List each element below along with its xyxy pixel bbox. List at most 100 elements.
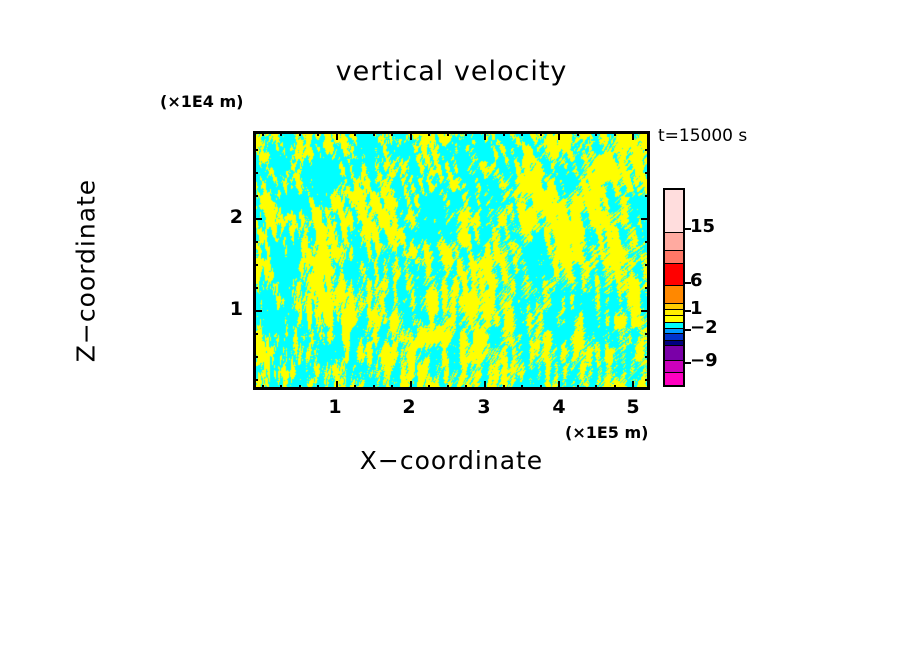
- x-axis-tick-label: 1: [328, 396, 342, 418]
- x-tick-mark: [410, 381, 412, 390]
- x-tick-mark: [336, 131, 338, 140]
- colorbar-separator: [665, 328, 683, 330]
- y-tick-mark: [645, 195, 650, 197]
- colorbar-band-15-up: [665, 190, 683, 234]
- y-axis-tick-label: 2: [229, 206, 243, 228]
- y-axis-title: Z−coordinate: [71, 178, 101, 363]
- colorbar-band-m2-m15: [665, 334, 683, 341]
- colorbar-tick-label: 1: [690, 298, 703, 319]
- x-tick-mark: [410, 131, 412, 140]
- colorbar-band-6-9: [665, 264, 683, 287]
- x-tick-mark: [354, 385, 356, 390]
- page-title: vertical velocity: [335, 56, 568, 87]
- x-tick-mark: [632, 131, 634, 140]
- colorbar-band-1-2: [665, 309, 683, 317]
- colorbar-tick-label: −2: [690, 317, 718, 338]
- colorbar-band-m15-m1: [665, 329, 683, 335]
- colorbar-separator: [665, 344, 683, 346]
- x-tick-mark: [373, 131, 375, 136]
- y-tick-mark: [253, 241, 258, 243]
- colorbar-band-m9-m6: [665, 360, 683, 374]
- x-axis-title: X−coordinate: [359, 446, 544, 475]
- x-tick-mark: [336, 381, 338, 390]
- colorbar-band-0-1: [665, 316, 683, 324]
- colorbar-tick-mark: [685, 228, 691, 230]
- x-axis-tick-label: 3: [477, 396, 491, 418]
- x-tick-mark: [577, 385, 579, 390]
- colorbar-separator: [665, 285, 683, 287]
- x-tick-mark: [484, 381, 486, 390]
- x-tick-mark: [614, 385, 616, 390]
- colorbar-band-m1-0: [665, 323, 683, 330]
- y-tick-mark: [253, 310, 262, 312]
- x-tick-mark: [484, 131, 486, 140]
- colorbar-separator: [665, 315, 683, 317]
- colorbar-separator: [665, 308, 683, 310]
- x-tick-mark: [503, 131, 505, 136]
- x-tick-mark: [317, 131, 319, 136]
- x-tick-mark: [521, 385, 523, 390]
- colorbar-separator: [665, 359, 683, 361]
- x-tick-mark: [540, 385, 542, 390]
- y-tick-mark: [253, 379, 258, 381]
- x-tick-mark: [299, 131, 301, 136]
- y-tick-mark: [645, 333, 650, 335]
- x-tick-mark: [558, 381, 560, 390]
- colorbar-band-m3-m2: [665, 340, 683, 346]
- y-axis-tick-label: 1: [229, 298, 243, 320]
- x-tick-mark: [299, 385, 301, 390]
- y-tick-mark: [641, 310, 650, 312]
- colorbar-band-m12-m9: [665, 373, 683, 385]
- y-tick-mark: [645, 356, 650, 358]
- colorbar-separator: [665, 372, 683, 374]
- colorbar-tick-label: 15: [690, 216, 716, 237]
- y-tick-mark: [253, 149, 258, 151]
- x-tick-mark: [354, 131, 356, 136]
- y-tick-mark: [645, 264, 650, 266]
- x-tick-mark: [262, 385, 264, 390]
- z-axis-unit-label: (×1E4 m): [160, 92, 244, 111]
- colorbar-tick-mark: [685, 310, 691, 312]
- y-tick-mark: [641, 218, 650, 220]
- x-tick-mark: [317, 385, 319, 390]
- colorbar: [663, 188, 685, 387]
- x-axis-tick-label: 2: [402, 396, 416, 418]
- x-tick-mark: [503, 385, 505, 390]
- y-tick-mark: [253, 264, 258, 266]
- y-tick-mark: [253, 172, 258, 174]
- colorbar-tick-mark: [685, 362, 691, 364]
- x-tick-mark: [558, 131, 560, 140]
- colorbar-separator: [665, 263, 683, 265]
- colorbar-separator: [665, 249, 683, 251]
- x-axis-tick-label: 4: [552, 396, 566, 418]
- y-tick-mark: [253, 333, 258, 335]
- colorbar-tick-label: −9: [690, 350, 718, 371]
- x-tick-mark: [428, 131, 430, 136]
- x-tick-mark: [465, 385, 467, 390]
- vertical-velocity-field: [256, 134, 647, 387]
- x-tick-mark: [540, 131, 542, 136]
- colorbar-separator: [665, 339, 683, 341]
- x-tick-mark: [280, 131, 282, 136]
- colorbar-band-2-3: [665, 303, 683, 310]
- y-tick-mark: [253, 195, 258, 197]
- x-tick-mark: [595, 385, 597, 390]
- x-axis-unit-label: (×1E5 m): [565, 423, 649, 442]
- y-tick-mark: [645, 287, 650, 289]
- colorbar-separator: [665, 302, 683, 304]
- colorbar-separator: [665, 322, 683, 324]
- colorbar-tick-label: 6: [690, 270, 703, 291]
- x-tick-mark: [465, 131, 467, 136]
- y-tick-mark: [253, 218, 262, 220]
- x-tick-mark: [373, 385, 375, 390]
- y-tick-mark: [253, 356, 258, 358]
- x-tick-mark: [280, 385, 282, 390]
- x-tick-mark: [428, 385, 430, 390]
- x-tick-mark: [521, 131, 523, 136]
- plot-area: [253, 131, 650, 390]
- y-tick-mark: [645, 172, 650, 174]
- colorbar-separator: [665, 333, 683, 335]
- colorbar-band-3-6: [665, 286, 683, 304]
- colorbar-separator: [665, 232, 683, 234]
